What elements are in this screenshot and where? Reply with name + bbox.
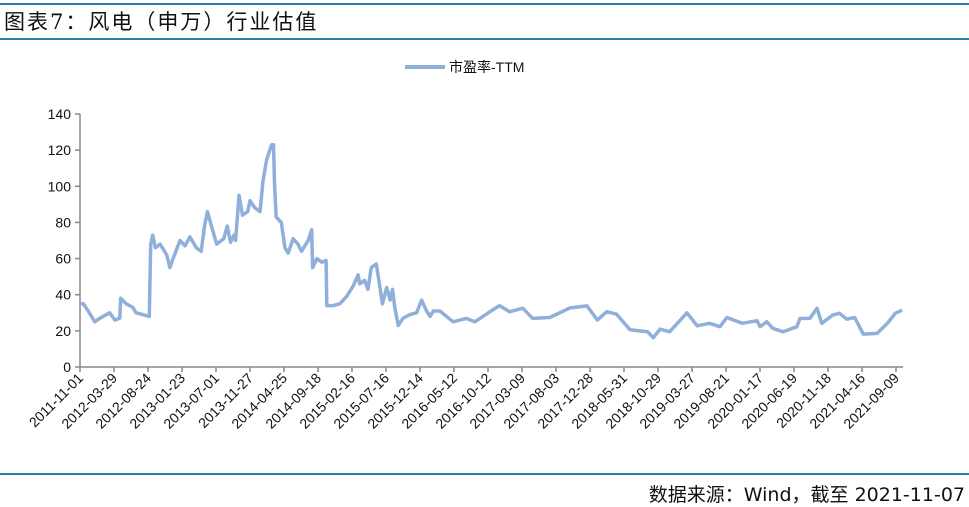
source-note: 数据来源：Wind，截至 2021-11-07 xyxy=(649,480,965,507)
y-tick-label: 120 xyxy=(48,142,72,158)
y-tick-label: 0 xyxy=(63,359,71,375)
y-tick-label: 60 xyxy=(55,251,71,267)
bottom-rule xyxy=(0,473,969,475)
legend: 市盈率-TTM xyxy=(405,59,524,75)
legend-label: 市盈率-TTM xyxy=(449,59,524,75)
y-tick-label: 80 xyxy=(55,214,71,230)
y-tick-label: 140 xyxy=(48,106,72,122)
series-line-pe-ttm xyxy=(80,145,902,338)
y-tick-label: 40 xyxy=(55,287,71,303)
pe-ttm-line-chart: 市盈率-TTM 0204060801001201402011-11-012012… xyxy=(0,0,969,470)
y-tick-label: 100 xyxy=(48,178,72,194)
y-tick-label: 20 xyxy=(55,323,71,339)
